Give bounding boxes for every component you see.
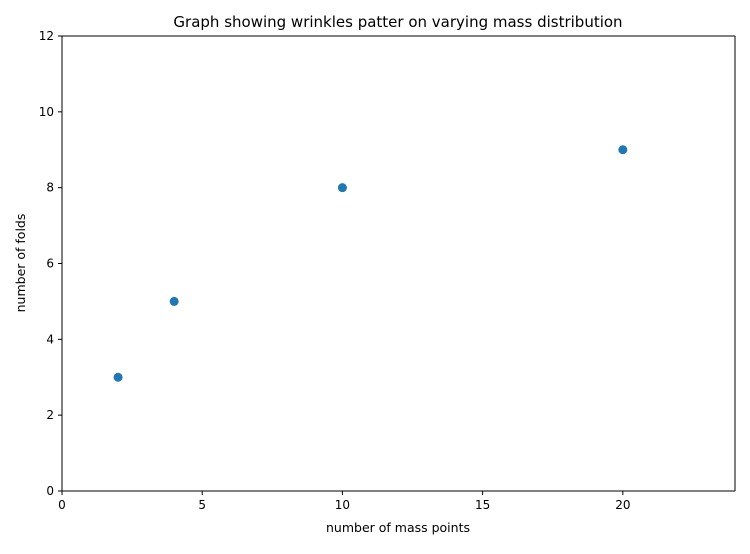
y-tick-label: 10 <box>39 105 54 119</box>
scatter-point <box>618 145 628 155</box>
data-points <box>113 145 628 382</box>
y-tick-label: 0 <box>46 484 54 498</box>
x-tick-label: 5 <box>198 498 206 512</box>
y-tick-label: 6 <box>46 257 54 271</box>
y-tick-label: 8 <box>46 181 54 195</box>
x-axis-ticks: 0 5 10 15 20 <box>58 491 630 512</box>
y-axis-ticks: 0 2 4 6 8 10 12 <box>39 29 62 498</box>
y-axis-label: number of folds <box>13 214 28 313</box>
chart-title: Graph showing wrinkles patter on varying… <box>173 13 622 31</box>
x-axis-label: number of mass points <box>326 520 470 535</box>
x-tick-label: 15 <box>475 498 490 512</box>
y-tick-label: 12 <box>39 29 54 43</box>
scatter-point <box>337 183 347 193</box>
x-tick-label: 20 <box>615 498 630 512</box>
x-tick-label: 10 <box>335 498 350 512</box>
scatter-point <box>169 296 179 306</box>
y-tick-label: 2 <box>46 408 54 422</box>
plot-background <box>62 36 735 491</box>
plot-area <box>61 35 736 492</box>
y-tick-label: 4 <box>46 332 54 346</box>
x-tick-label: 0 <box>58 498 66 512</box>
scatter-point <box>113 372 123 382</box>
